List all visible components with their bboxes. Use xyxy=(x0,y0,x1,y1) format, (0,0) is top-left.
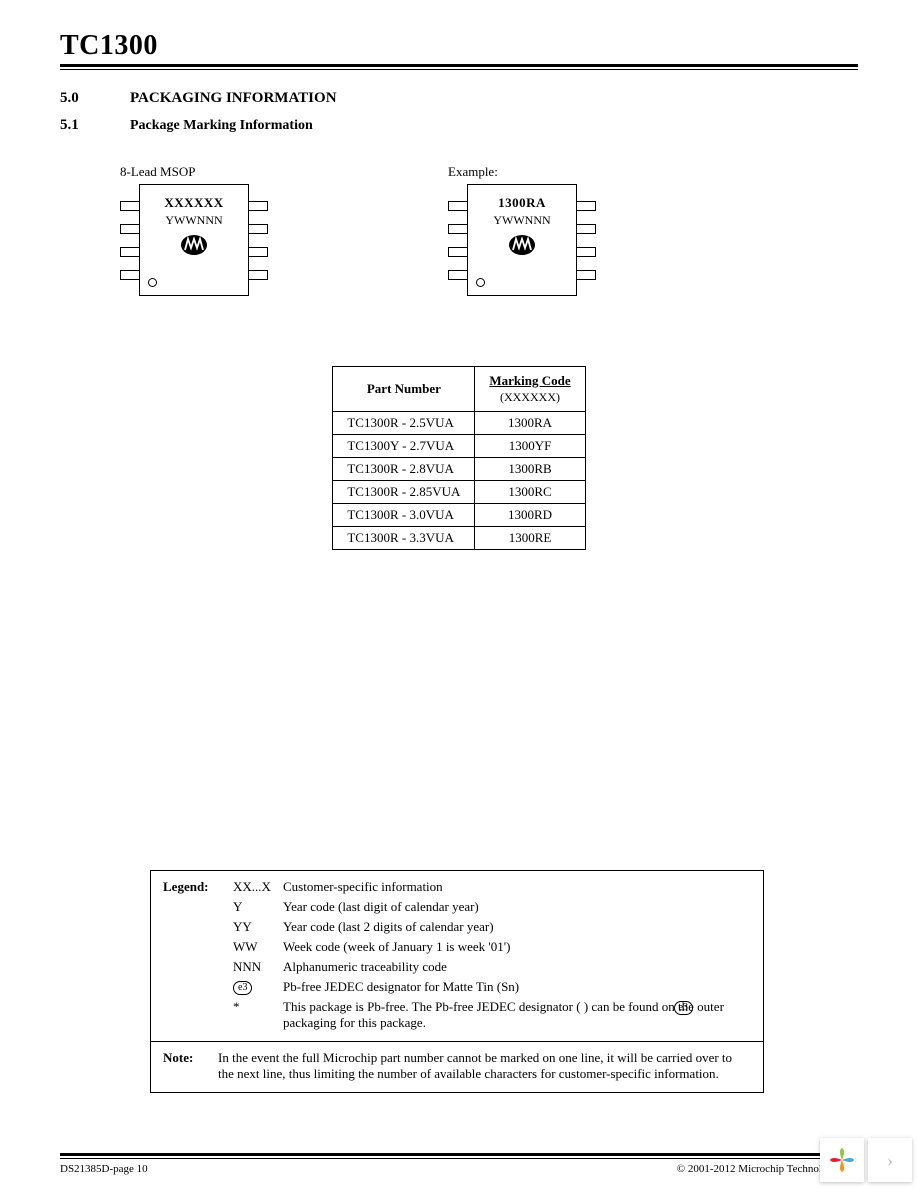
pins-left xyxy=(448,194,467,286)
legend-desc: Customer-specific information xyxy=(283,879,751,895)
legend-key: * xyxy=(233,999,283,1031)
legend-key: YY xyxy=(233,919,283,935)
legend-desc: Week code (week of January 1 is week '01… xyxy=(283,939,751,955)
pin xyxy=(120,247,139,257)
pin xyxy=(577,201,596,211)
table-row: TC1300R - 2.85VUA1300RC xyxy=(333,481,585,504)
title-rule xyxy=(60,64,858,70)
table-row: TC1300R - 3.3VUA1300RE xyxy=(333,527,585,550)
subsection-number: 5.1 xyxy=(60,117,130,134)
footer-row: DS21385D-page 10 © 2001-2012 Microchip T… xyxy=(60,1163,858,1175)
marking-table-wrap: Part Number Marking Code (XXXXXX) TC1300… xyxy=(60,366,858,550)
table-cell-part: TC1300R - 3.3VUA xyxy=(333,527,475,550)
pin xyxy=(448,247,467,257)
table-header-code-sub: (XXXXXX) xyxy=(500,390,560,404)
legend-title: Legend: xyxy=(163,879,233,895)
pin xyxy=(120,270,139,280)
table-cell-code: 1300YF xyxy=(475,435,585,458)
package-left-label: 8-Lead MSOP xyxy=(120,164,268,180)
doc-title: TC1300 xyxy=(60,30,858,62)
legend-key: NNN xyxy=(233,959,283,975)
marking-table: Part Number Marking Code (XXXXXX) TC1300… xyxy=(332,366,585,550)
legend-desc: Year code (last digit of calendar year) xyxy=(283,899,751,915)
legend-desc: Pb-free JEDEC designator for Matte Tin (… xyxy=(283,979,751,995)
corner-widget: › xyxy=(820,1138,912,1182)
table-row: TC1300R - 2.8VUA1300RB xyxy=(333,458,585,481)
table-row: TC1300Y - 2.7VUA1300YF xyxy=(333,435,585,458)
table-row: TC1300R - 3.0VUA1300RD xyxy=(333,504,585,527)
e3-badge-float-icon: e3 xyxy=(674,1001,693,1015)
table-cell-part: TC1300R - 2.85VUA xyxy=(333,481,475,504)
legend-desc: Year code (last 2 digits of calendar yea… xyxy=(283,919,751,935)
table-cell-part: TC1300R - 2.8VUA xyxy=(333,458,475,481)
chevron-right-icon: › xyxy=(887,1150,893,1171)
pin xyxy=(249,201,268,211)
legend-key: XX...X xyxy=(233,879,283,895)
chip-line1: XXXXXX xyxy=(164,195,223,211)
pin xyxy=(120,201,139,211)
title-block: TC1300 xyxy=(60,30,858,70)
chip-body: XXXXXX YWWNNN xyxy=(139,184,249,296)
table-cell-code: 1300RD xyxy=(475,504,585,527)
pins-left xyxy=(120,194,139,286)
pin xyxy=(249,270,268,280)
legend-top: Legend: XX...X Customer-specific informa… xyxy=(151,871,763,1042)
note-label: Note: xyxy=(163,1050,218,1082)
e3-badge-icon: e3 xyxy=(233,981,252,995)
table-header-code: Marking Code (XXXXXX) xyxy=(475,367,585,412)
legend-bottom: Note: In the event the full Microchip pa… xyxy=(151,1042,763,1092)
pin xyxy=(448,270,467,280)
section-title: PACKAGING INFORMATION xyxy=(130,90,337,107)
pin xyxy=(448,201,467,211)
table-cell-code: 1300RA xyxy=(475,412,585,435)
chip-body: 1300RA YWWNNN xyxy=(467,184,577,296)
table-cell-part: TC1300R - 2.5VUA xyxy=(333,412,475,435)
table-header-part: Part Number xyxy=(333,367,475,412)
chip-diagram-left: XXXXXX YWWNNN xyxy=(120,184,268,296)
table-cell-code: 1300RC xyxy=(475,481,585,504)
table-row: TC1300R - 2.5VUA1300RA xyxy=(333,412,585,435)
legend-box: Legend: XX...X Customer-specific informa… xyxy=(150,870,764,1093)
pin xyxy=(249,247,268,257)
legend-key-e3: e3 xyxy=(233,979,283,995)
subsection-title: Package Marking Information xyxy=(130,118,313,134)
legend-key: Y xyxy=(233,899,283,915)
pin xyxy=(577,224,596,234)
corner-next-button[interactable]: › xyxy=(868,1138,912,1182)
table-cell-part: TC1300Y - 2.7VUA xyxy=(333,435,475,458)
footer-rule xyxy=(60,1153,858,1159)
chip-line1: 1300RA xyxy=(498,195,546,211)
corner-logo-button[interactable] xyxy=(820,1138,864,1182)
package-left: 8-Lead MSOP XXXXXX YWWNNN xyxy=(120,164,268,296)
pins-right xyxy=(577,194,596,286)
legend-key: WW xyxy=(233,939,283,955)
package-right-label: Example: xyxy=(448,164,596,180)
packages-row: 8-Lead MSOP XXXXXX YWWNNN xyxy=(120,164,858,296)
petal-logo-icon xyxy=(828,1146,856,1174)
pin xyxy=(120,224,139,234)
pin xyxy=(448,224,467,234)
table-cell-part: TC1300R - 3.0VUA xyxy=(333,504,475,527)
chip-line2: YWWNNN xyxy=(493,213,550,228)
pin xyxy=(249,224,268,234)
footer-left: DS21385D-page 10 xyxy=(60,1163,148,1175)
package-right: Example: 1300RA YWWNNN xyxy=(448,164,596,296)
legend-desc: Alphanumeric traceability code xyxy=(283,959,751,975)
pins-right xyxy=(249,194,268,286)
chip-diagram-right: 1300RA YWWNNN xyxy=(448,184,596,296)
pin xyxy=(577,247,596,257)
table-cell-code: 1300RB xyxy=(475,458,585,481)
section-heading: 5.0 PACKAGING INFORMATION 5.1 Package Ma… xyxy=(60,90,858,134)
section-number: 5.0 xyxy=(60,90,130,107)
table-cell-code: 1300RE xyxy=(475,527,585,550)
chip-line2: YWWNNN xyxy=(165,213,222,228)
pin1-dot-icon xyxy=(476,278,485,287)
microchip-logo-icon xyxy=(180,234,208,261)
microchip-logo-icon xyxy=(508,234,536,261)
table-header-code-main: Marking Code xyxy=(489,373,570,388)
note-text: In the event the full Microchip part num… xyxy=(218,1050,751,1082)
pin1-dot-icon xyxy=(148,278,157,287)
pin xyxy=(577,270,596,280)
